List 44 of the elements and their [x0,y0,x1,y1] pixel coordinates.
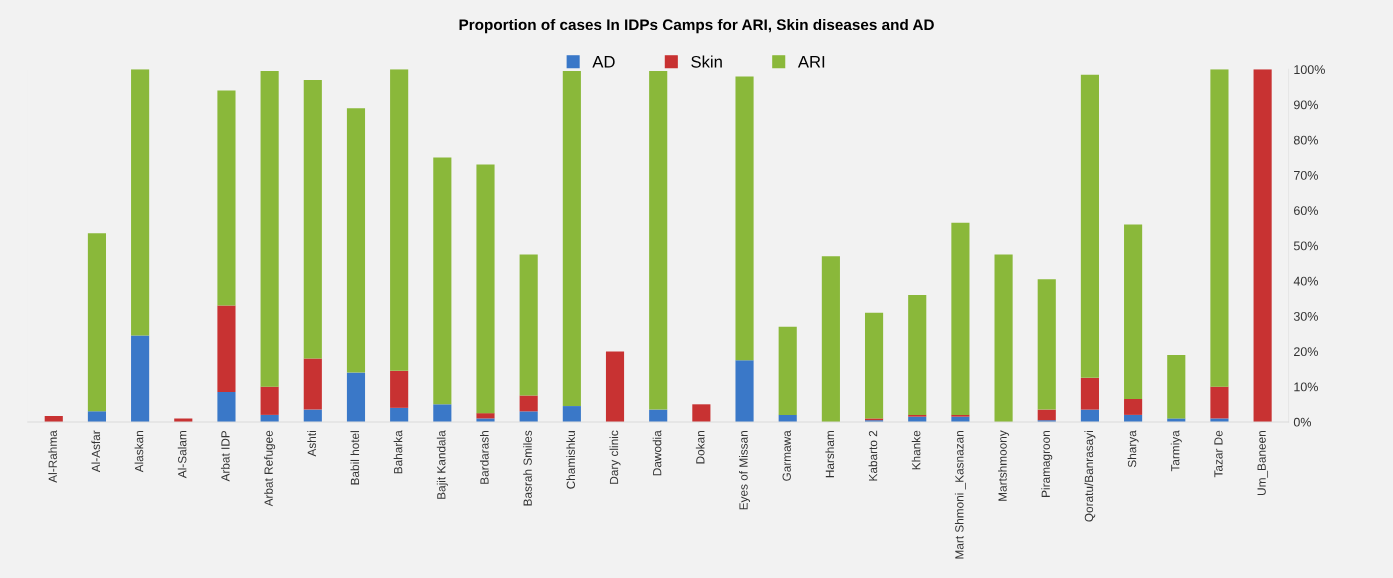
chart-title: Proportion of cases In IDPs Camps for ARI, Skin diseases and AD [459,18,934,34]
x-tick-label: Tazar De [1214,430,1223,478]
x-tick-label: Arbat IDP [220,430,230,482]
x-tick-label: Arbat Refugee [264,430,276,507]
x-tick-label: Babil hotel [350,431,360,485]
x-tick-label: Eyes of Missan [739,431,751,510]
x-tick-label: Al-Rahma [48,430,57,483]
y-tick-label: 0% [1293,417,1312,427]
legend-label: ARI [797,56,825,68]
x-tick-label: Dawodia [652,430,662,476]
x-tick-label: Garmawa [782,430,791,481]
legend-label: AD [592,56,615,68]
x-tick-label: Martshmoony [998,430,1010,501]
x-tick-label: Kabarto 2 [868,430,878,481]
y-tick-label: 10% [1294,382,1318,392]
x-tick-label: Al-Asfar [91,430,101,473]
x-tick-label: Al-Salam [177,431,187,479]
legend-label: Skin [691,55,722,68]
x-tick-label: Ashti [307,431,316,457]
x-tick-label: Baharka [393,430,403,474]
y-tick-label: 40% [1293,276,1318,286]
x-tick-label: Dokan [695,431,705,464]
x-tick-label: Qoratu/Banrasayi [1084,431,1096,522]
y-tick-label: 100% [1294,65,1325,75]
x-tick-label: Harsham [825,431,835,478]
y-tick-label: 60% [1294,206,1318,216]
x-tick-label: Basrah Smiles [523,430,532,506]
x-tick-label: Bardarash [480,431,489,484]
x-tick-label: Sharya [1127,430,1139,468]
x-tick-label: Tarmiya [1170,430,1182,472]
x-tick-label: Piramagroon [1041,431,1053,497]
y-tick-label: 90% [1293,100,1318,110]
x-tick-label: Dary clinic [609,430,621,484]
x-tick-label: Bajit Kandala [436,430,448,499]
y-tick-label: 70% [1294,170,1318,180]
y-tick-label: 80% [1293,135,1318,145]
x-tick-label: Khanke [911,430,921,470]
x-tick-label: Um_Baneen [1257,431,1269,495]
y-tick-label: 50% [1293,241,1318,251]
x-tick-label: Alaskan [134,431,144,473]
y-tick-label: 30% [1293,311,1318,321]
y-tick-label: 20% [1294,347,1318,357]
x-tick-label: Chamishku [566,431,576,489]
x-tick-label: Mart Shmoni _Kasnazan [954,431,966,559]
